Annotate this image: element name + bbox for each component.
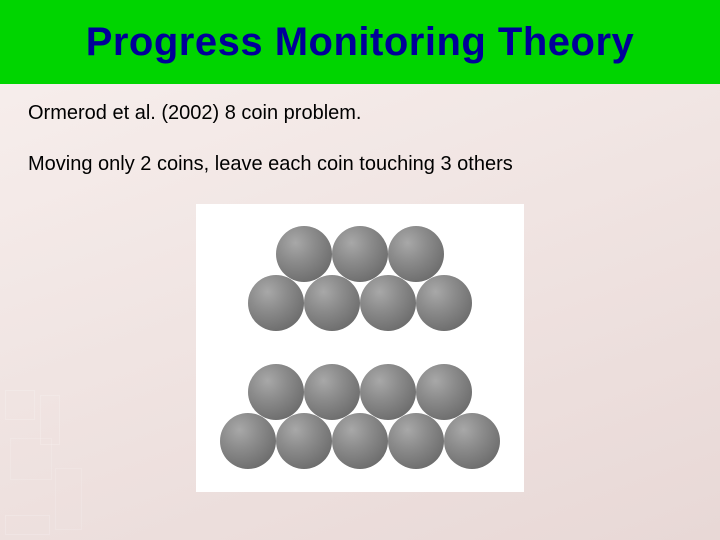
coin xyxy=(276,226,332,282)
coin xyxy=(416,275,472,331)
title-bar: Progress Monitoring Theory xyxy=(0,0,720,84)
coin xyxy=(360,275,416,331)
coin xyxy=(444,413,500,469)
coin xyxy=(220,413,276,469)
coin xyxy=(416,364,472,420)
coin xyxy=(248,364,304,420)
background-square xyxy=(40,395,60,445)
coin xyxy=(332,226,388,282)
figure-wrap xyxy=(28,204,692,492)
coin xyxy=(276,413,332,469)
slide-title: Progress Monitoring Theory xyxy=(86,20,635,65)
body-line-1: Ormerod et al. (2002) 8 coin problem. xyxy=(28,102,692,125)
background-square xyxy=(5,390,35,420)
coin-group-bottom xyxy=(220,364,500,468)
coin xyxy=(332,413,388,469)
coin-bottom-row xyxy=(220,364,500,468)
background-square xyxy=(5,515,50,535)
coin xyxy=(388,413,444,469)
body-line-2: Moving only 2 coins, leave each coin tou… xyxy=(28,153,692,176)
coin-top-row xyxy=(220,226,500,330)
coin-group-top xyxy=(248,226,472,330)
figure-gap xyxy=(220,330,500,364)
coin xyxy=(360,364,416,420)
coin xyxy=(304,364,360,420)
content-area: Ormerod et al. (2002) 8 coin problem. Mo… xyxy=(0,84,720,510)
coin xyxy=(304,275,360,331)
coin xyxy=(388,226,444,282)
coin xyxy=(248,275,304,331)
coin-figure xyxy=(196,204,524,492)
